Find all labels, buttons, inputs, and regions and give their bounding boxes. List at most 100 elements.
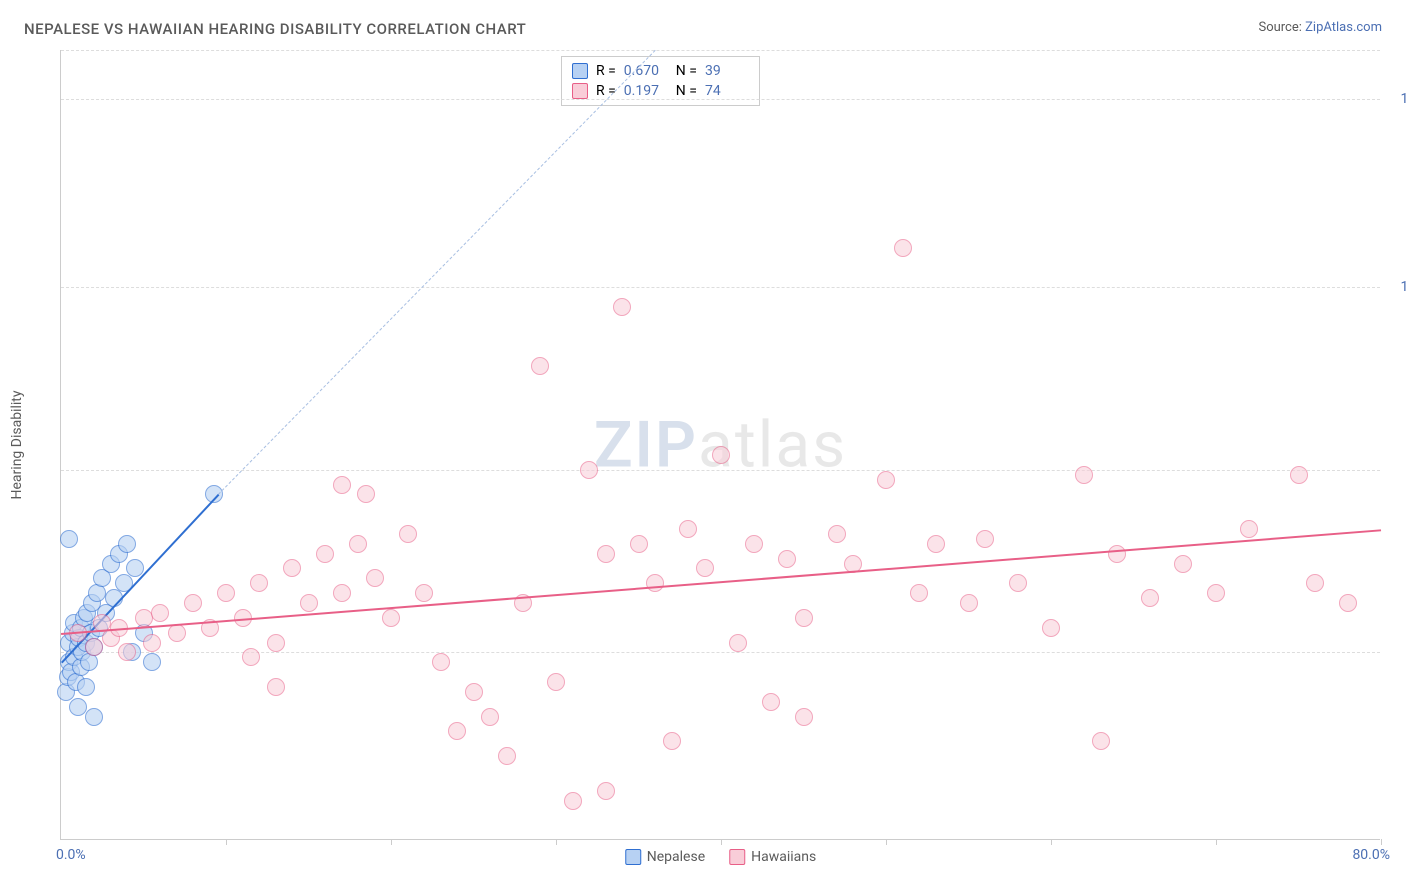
stat-n-label: N =: [676, 83, 697, 99]
data-point: [646, 574, 664, 592]
legend: Nepalese Hawaiians: [625, 849, 817, 865]
stat-r-value-nepalese: 0.670: [624, 63, 668, 79]
data-point: [877, 471, 895, 489]
data-point: [762, 693, 780, 711]
y-axis-label: Hearing Disability: [9, 390, 25, 499]
stat-n-label: N =: [676, 63, 697, 79]
data-point: [357, 485, 375, 503]
chart-container: NEPALESE VS HAWAIIAN HEARING DISABILITY …: [0, 0, 1406, 892]
data-point: [349, 535, 367, 553]
stat-n-value-nepalese: 39: [705, 63, 749, 79]
x-tick: [391, 839, 392, 845]
data-point: [960, 594, 978, 612]
data-point: [663, 732, 681, 750]
data-point: [1306, 574, 1324, 592]
data-point: [250, 574, 268, 592]
grid-line: [61, 287, 1380, 288]
stat-row-hawaiians: R = 0.197 N = 74: [572, 81, 749, 101]
grid-line: [61, 99, 1380, 100]
data-point: [927, 535, 945, 553]
data-point: [333, 476, 351, 494]
data-point: [1290, 466, 1308, 484]
data-point: [481, 708, 499, 726]
x-tick: [886, 839, 887, 845]
x-tick: [226, 839, 227, 845]
x-origin-label: 0.0%: [56, 847, 86, 863]
source-credit: Source: ZipAtlas.com: [1258, 20, 1382, 35]
data-point: [366, 569, 384, 587]
data-point: [316, 545, 334, 563]
x-tick: [1216, 839, 1217, 845]
y-tick-label: 3.8%: [1386, 644, 1406, 660]
data-point: [1207, 584, 1225, 602]
watermark: ZIPatlas: [594, 407, 847, 482]
data-point: [630, 535, 648, 553]
grid-line: [61, 470, 1380, 471]
data-point: [712, 446, 730, 464]
y-tick-label: 15.0%: [1386, 91, 1406, 107]
trend-line: [218, 50, 656, 495]
data-point: [1339, 594, 1357, 612]
stat-r-label: R =: [596, 63, 616, 79]
data-point: [597, 545, 615, 563]
data-point: [300, 594, 318, 612]
stat-row-nepalese: R = 0.670 N = 39: [572, 61, 749, 81]
data-point: [85, 638, 103, 656]
data-point: [267, 678, 285, 696]
data-point: [448, 722, 466, 740]
source-prefix: Source:: [1258, 20, 1305, 35]
x-tick: [721, 839, 722, 845]
data-point: [399, 525, 417, 543]
stat-n-value-hawaiians: 74: [705, 83, 749, 99]
y-tick-label: 11.2%: [1386, 279, 1406, 295]
data-point: [85, 708, 103, 726]
data-point: [184, 594, 202, 612]
data-point: [1092, 732, 1110, 750]
chart-title: NEPALESE VS HAWAIIAN HEARING DISABILITY …: [24, 20, 526, 38]
data-point: [242, 648, 260, 666]
data-point: [1009, 574, 1027, 592]
watermark-a: ZIP: [594, 407, 698, 482]
data-point: [745, 535, 763, 553]
data-point: [795, 708, 813, 726]
data-point: [60, 530, 78, 548]
watermark-b: atlas: [698, 407, 847, 482]
data-point: [894, 239, 912, 257]
data-point: [498, 747, 516, 765]
data-point: [828, 525, 846, 543]
y-tick-label: 7.5%: [1386, 462, 1406, 478]
data-point: [613, 298, 631, 316]
data-point: [597, 782, 615, 800]
data-point: [118, 643, 136, 661]
data-point: [333, 584, 351, 602]
data-point: [547, 673, 565, 691]
source-link[interactable]: ZipAtlas.com: [1305, 20, 1382, 35]
data-point: [679, 520, 697, 538]
plot-area: ZIPatlas Hearing Disability 0.0% 80.0% R…: [60, 50, 1380, 840]
stat-swatch-hawaiians: [572, 83, 588, 99]
data-point: [382, 609, 400, 627]
x-tick: [556, 839, 557, 845]
data-point: [778, 550, 796, 568]
x-tick: [1381, 839, 1382, 845]
x-max-label: 80.0%: [1352, 847, 1390, 863]
legend-swatch-hawaiians: [729, 849, 745, 865]
legend-label-nepalese: Nepalese: [647, 849, 705, 865]
grid-line: [61, 50, 1380, 51]
data-point: [69, 698, 87, 716]
data-point: [415, 584, 433, 602]
data-point: [283, 559, 301, 577]
data-point: [151, 604, 169, 622]
data-point: [1240, 520, 1258, 538]
data-point: [205, 485, 223, 503]
data-point: [432, 653, 450, 671]
data-point: [143, 634, 161, 652]
data-point: [1108, 545, 1126, 563]
data-point: [1075, 466, 1093, 484]
legend-swatch-nepalese: [625, 849, 641, 865]
data-point: [795, 609, 813, 627]
data-point: [910, 584, 928, 602]
legend-label-hawaiians: Hawaiians: [751, 849, 816, 865]
data-point: [1174, 555, 1192, 573]
stat-swatch-nepalese: [572, 63, 588, 79]
